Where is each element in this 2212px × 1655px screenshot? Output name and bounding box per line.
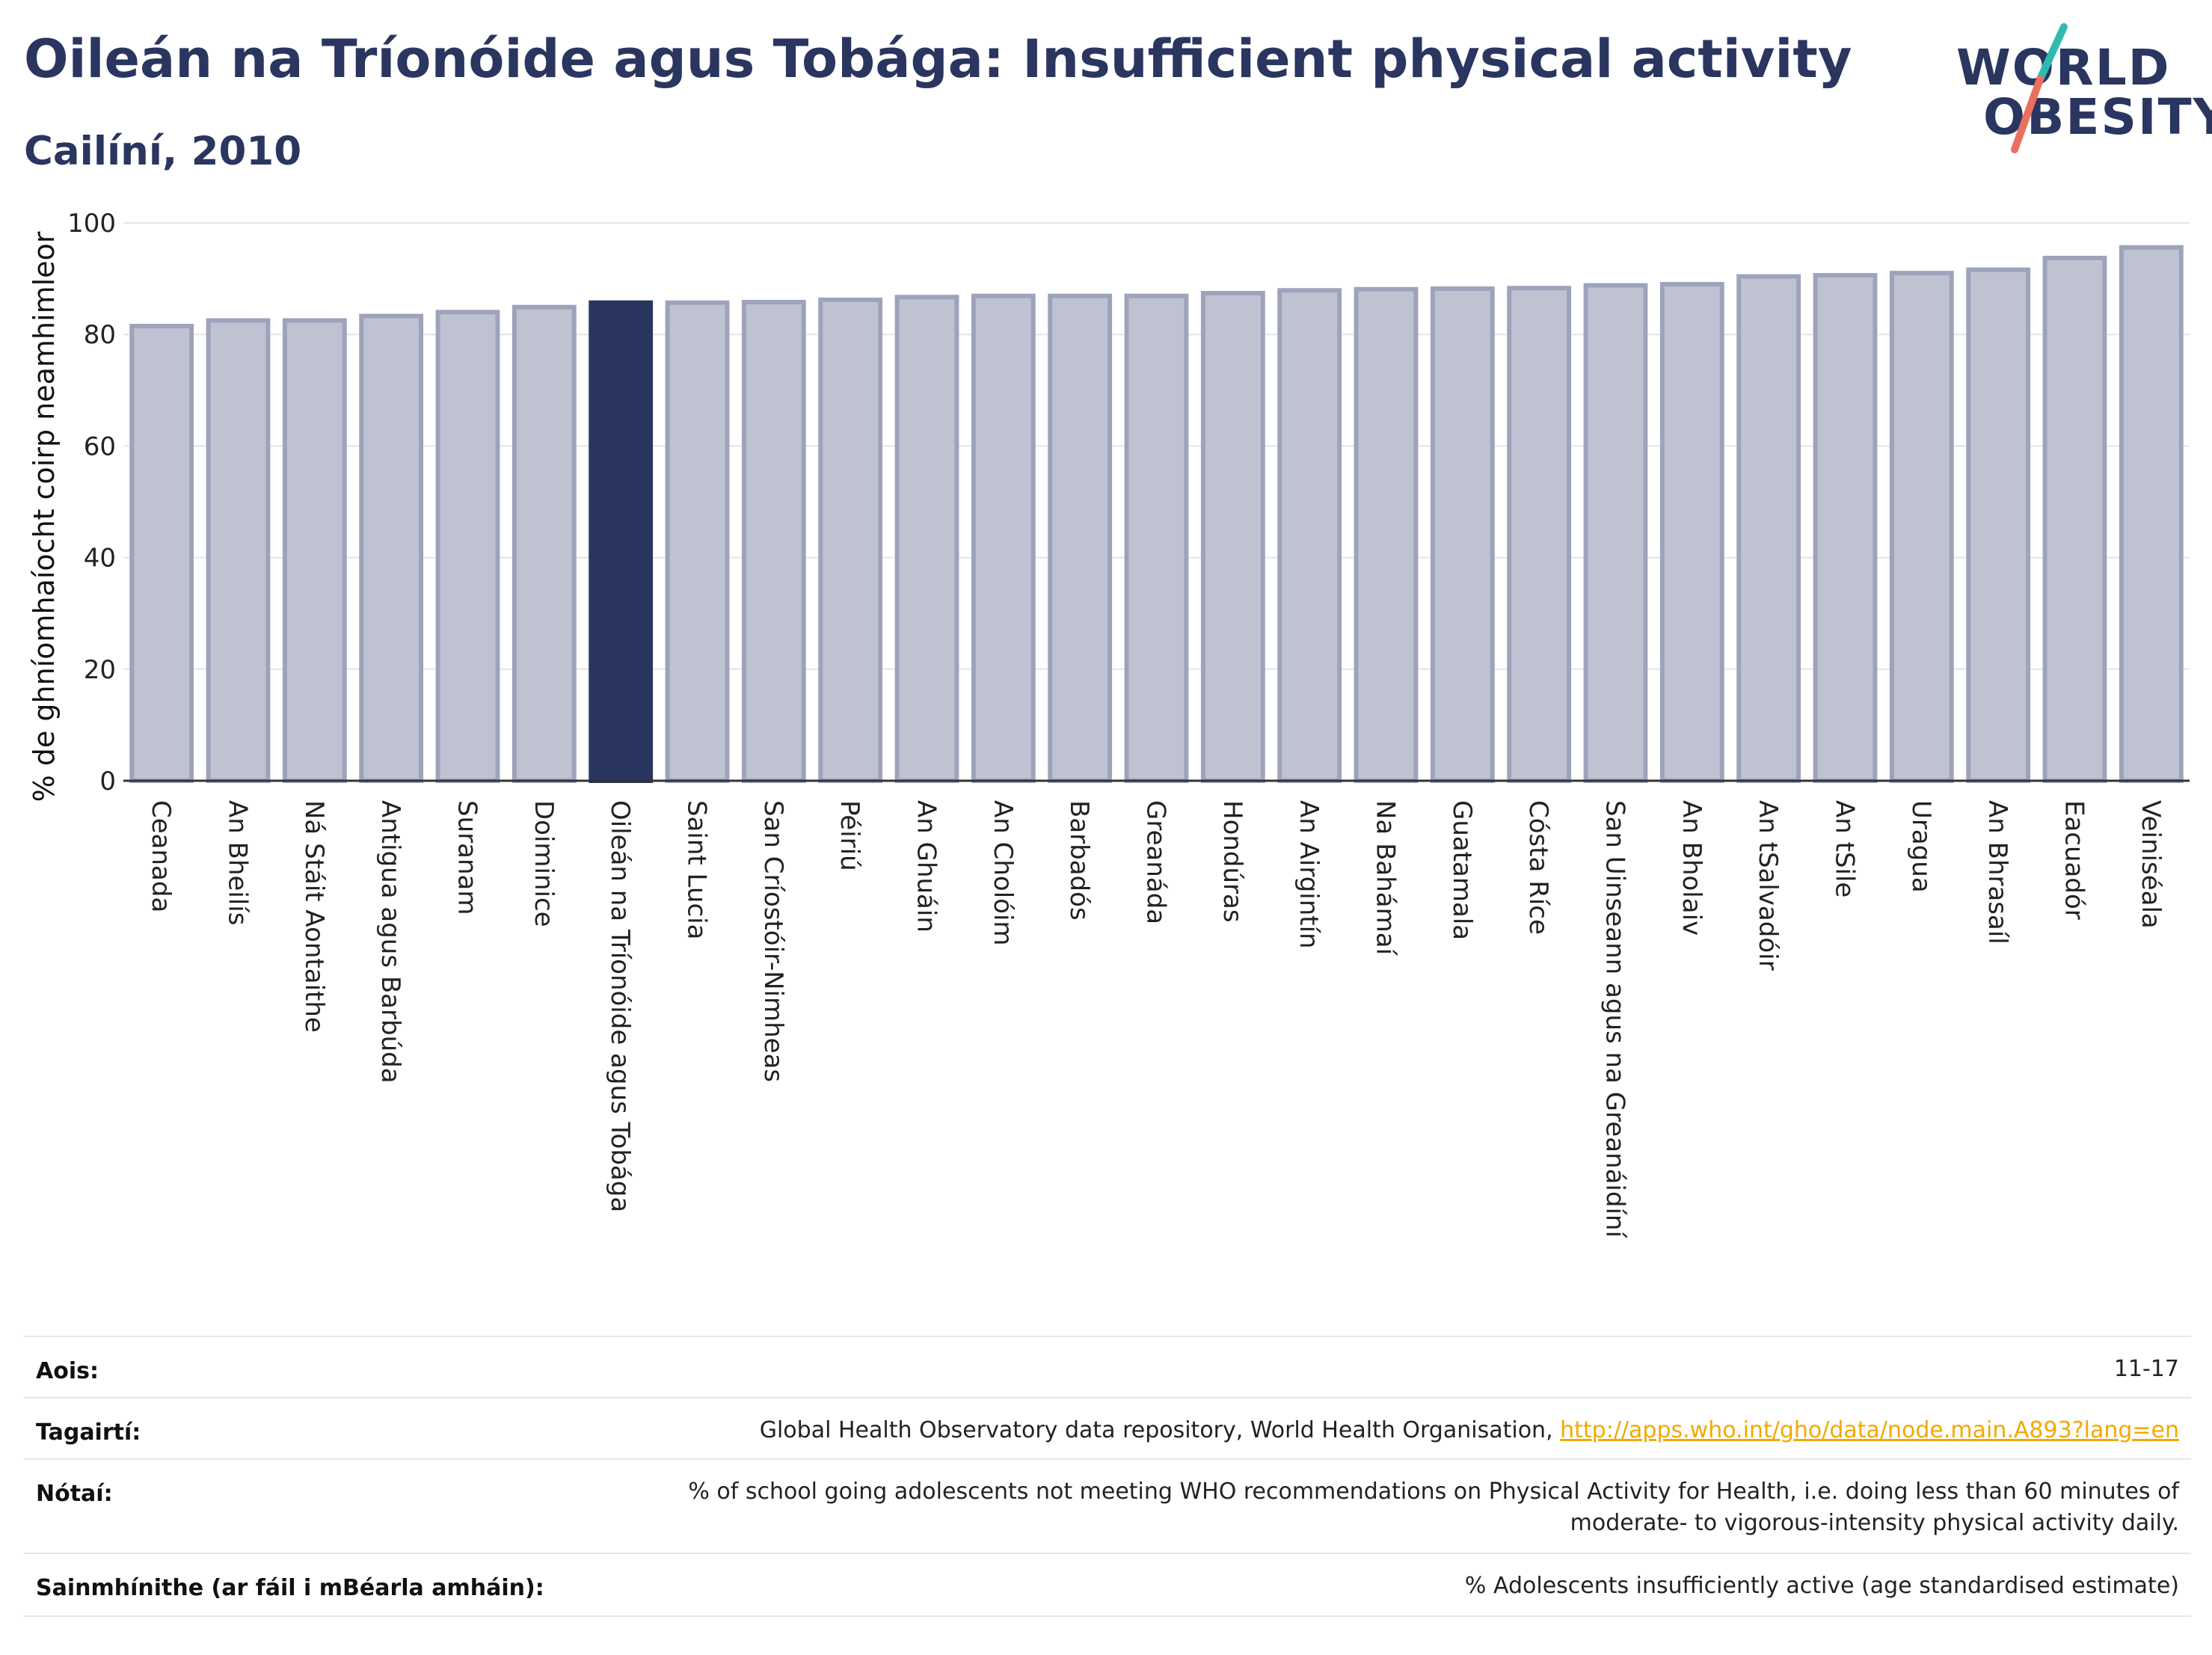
x-tick-label: Ná Stáit Aontaithe: [299, 800, 329, 1033]
bar: [1966, 267, 2031, 783]
x-tick-label: Greanáda: [1141, 800, 1171, 924]
bar: [1430, 286, 1495, 783]
x-tick-label: Doiminice: [529, 800, 559, 927]
world-obesity-logo: WORLD OBESITY: [1952, 21, 2212, 163]
y-tick-label: 80: [84, 320, 116, 350]
bar: [1889, 271, 1954, 783]
x-tick-label: An Bhrasaíl: [1982, 800, 2012, 945]
bar-highlight: [589, 300, 654, 784]
age-value: 11-17: [2113, 1356, 2179, 1382]
x-tick-label: An Bheilís: [223, 800, 253, 925]
bar: [435, 310, 500, 783]
info-row-definitions: Sainmhínithe (ar fáil i mBéarla amháin):…: [24, 1553, 2191, 1617]
bar: [894, 295, 959, 783]
references-value: Global Health Observatory data repositor…: [760, 1415, 2179, 1446]
bar: [741, 299, 806, 783]
bar: [1659, 282, 1724, 783]
x-tick-label: An tSile: [1830, 800, 1860, 897]
bar: [2119, 245, 2184, 784]
x-tick-label: Cósta Ríce: [1523, 800, 1553, 935]
bar-chart: 0 20 40 60 80 100 Ceanada An Bheilís Ná Stáit A…: [28, 209, 2190, 1238]
x-tick-label: Eacuadór: [2059, 800, 2089, 920]
definitions-label: Sainmhínithe (ar fáil i mBéarla amháin):: [36, 1575, 544, 1601]
y-tick-label: 0: [99, 767, 116, 796]
bars: [129, 245, 2184, 784]
x-tick-label: San Críostóir-Nimheas: [758, 800, 788, 1082]
bar: [1200, 290, 1265, 784]
y-tick-label: 40: [84, 544, 116, 574]
bar: [971, 293, 1036, 783]
bar: [129, 324, 194, 783]
notes-line-1: % of school going adolescents not meetin…: [688, 1479, 2179, 1505]
bar: [1736, 274, 1801, 783]
x-tick-label: Suranam: [452, 800, 482, 915]
chart-subtitle: Cailíní, 2010: [24, 129, 302, 174]
x-tick-label: An tSalvadóir: [1753, 800, 1783, 971]
references-text: Global Health Observatory data repositor…: [759, 1417, 1561, 1443]
bar: [511, 304, 577, 783]
bar: [2042, 255, 2107, 783]
y-axis-label: % de ghníomhaíocht coirp neamhimleor: [28, 231, 61, 802]
x-tick-label: An Cholóim: [988, 800, 1018, 946]
x-tick-label: Oileán na Tríonóide agus Tobága: [605, 800, 635, 1212]
x-tick-label: Veiniséala: [2136, 800, 2166, 929]
x-tick-label: Ceanada: [146, 800, 176, 912]
info-row-notes: Nótaí: % of school going adolescents not…: [24, 1458, 2191, 1554]
x-tick-label: An Bholaiv: [1677, 800, 1706, 936]
x-tick-label: Barbadós: [1064, 800, 1094, 921]
bar: [1813, 273, 1878, 783]
y-tick-labels: 0 20 40 60 80 100: [67, 209, 116, 796]
x-tick-labels: Ceanada An Bheilís Ná Stáit Aontaithe Antig…: [146, 800, 2166, 1238]
info-row-age: Aois: 11-17: [24, 1336, 2191, 1398]
bar: [282, 318, 347, 783]
age-label: Aois:: [36, 1358, 99, 1384]
x-tick-label: An Ghuáin: [912, 800, 941, 933]
y-tick-label: 60: [84, 432, 116, 461]
notes-label: Nótaí:: [36, 1481, 113, 1507]
bar: [359, 313, 424, 784]
bar: [1277, 288, 1342, 783]
bar: [1124, 293, 1189, 783]
x-tick-label: Péiriú: [835, 800, 864, 871]
bar: [1354, 286, 1419, 783]
x-tick-label: Hondúras: [1217, 800, 1247, 923]
x-tick-label: Saint Lucia: [682, 800, 712, 939]
y-tick-label: 20: [84, 655, 116, 685]
x-tick-label: San Uinseann agus na Greanáidíní: [1600, 800, 1630, 1238]
notes-value: % of school going adolescents not meetin…: [688, 1476, 2179, 1539]
bar: [1507, 286, 1572, 784]
definitions-value: % Adolescents insufficiently active (age…: [1464, 1573, 2179, 1599]
x-tick-label: Na Bahámaí: [1371, 800, 1401, 957]
logo-slash-icon: [2011, 23, 2068, 153]
x-tick-label: Uragua: [1906, 800, 1936, 893]
x-tick-label: Guatamala: [1447, 800, 1477, 940]
references-label: Tagairtí:: [36, 1419, 141, 1446]
x-tick-label: Antigua agus Barbúda: [375, 800, 405, 1084]
bar: [818, 297, 883, 783]
bar: [1048, 293, 1113, 783]
info-row-references: Tagairtí: Global Health Observatory data…: [24, 1397, 2191, 1460]
bar: [1583, 283, 1648, 783]
logo-line-1: WORLD: [1956, 39, 2171, 96]
bar: [206, 318, 271, 783]
notes-line-2: moderate- to vigorous-intensity physical…: [1570, 1510, 2179, 1536]
references-link[interactable]: http://apps.who.int/gho/data/node.main.A…: [1560, 1417, 2179, 1443]
bar: [665, 300, 730, 784]
chart-title: Oileán na Tríonóide agus Tobága: Insuffi…: [24, 28, 1852, 90]
x-tick-label: An Airgintín: [1294, 800, 1324, 949]
y-tick-label: 100: [67, 209, 116, 239]
